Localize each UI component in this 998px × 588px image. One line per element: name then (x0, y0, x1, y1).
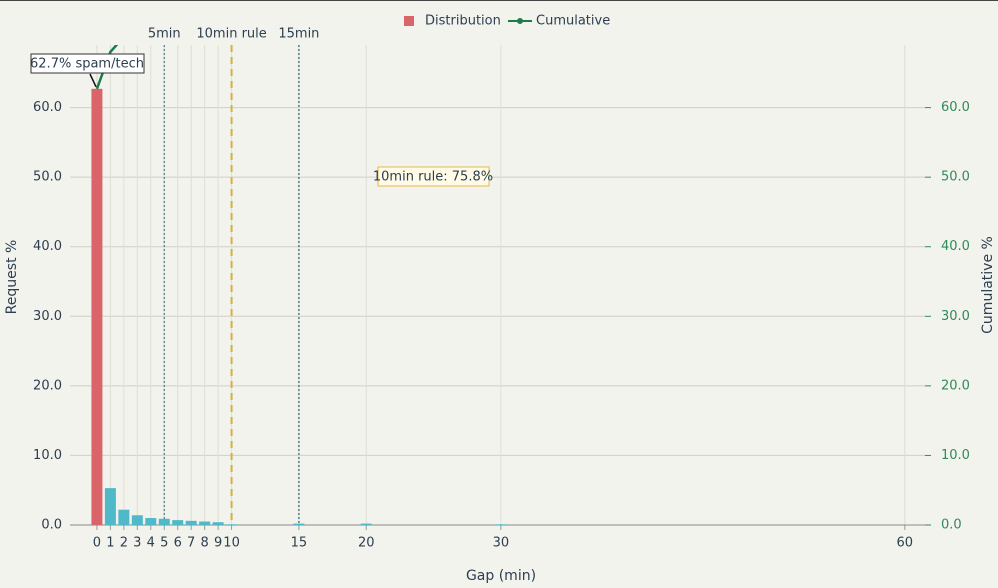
y-tick-label: 50.0 (33, 170, 62, 185)
x-axis-title: Gap (min) (466, 568, 536, 584)
x-tick-label: 2 (120, 536, 128, 551)
bar (226, 524, 238, 525)
annotation-text: 10min rule: 75.8% (373, 170, 493, 185)
bar (212, 522, 224, 525)
bar (145, 518, 157, 525)
bar (495, 524, 507, 525)
y-tick-label: 0.0 (41, 518, 62, 533)
reference-label: 15min (278, 27, 319, 42)
bar (172, 520, 184, 525)
y2-tick-label: 40.0 (941, 239, 970, 254)
bar (118, 509, 130, 525)
x-tick-label: 15 (291, 536, 308, 551)
x-tick-label: 1 (106, 536, 114, 551)
y-tick-label: 20.0 (33, 378, 62, 393)
legend-label: Cumulative (536, 14, 610, 29)
reference-label: 10min rule (196, 27, 266, 42)
x-tick-label: 20 (358, 536, 375, 551)
legend: Distribution Cumulative (404, 14, 610, 29)
plot-area (91, 45, 507, 525)
annotation: 10min rule: 75.8% (373, 166, 493, 187)
bar (91, 88, 103, 525)
y2-tick-label: 50.0 (941, 170, 970, 185)
bar (360, 523, 372, 525)
bar (158, 518, 170, 525)
y2-tick-label: 60.0 (941, 100, 970, 115)
annotation-box (30, 53, 145, 74)
x-tick-label: 4 (147, 536, 155, 551)
x-tick-label: 30 (493, 536, 510, 551)
y-tick-label: 40.0 (33, 239, 62, 254)
bar (293, 523, 305, 525)
x-tick-label: 7 (187, 536, 195, 551)
x-tick-label: 60 (897, 536, 914, 551)
x-tick-label: 0 (93, 536, 101, 551)
legend-marker (517, 18, 523, 24)
annotation-arrow (89, 73, 97, 88)
x-tick-label: 10 (223, 536, 240, 551)
y-tick-label: 30.0 (33, 309, 62, 324)
x-tick-label: 8 (201, 536, 209, 551)
bar (131, 515, 143, 525)
annotation: 62.7% spam/tech (30, 53, 145, 88)
annotation-box (377, 166, 490, 187)
y-tick-label: 60.0 (33, 100, 62, 115)
bar (199, 521, 211, 525)
y2-tick-label: 10.0 (941, 448, 970, 463)
y-axis-title: Request % (4, 240, 20, 315)
bar (104, 488, 116, 525)
annotation-text: 62.7% spam/tech (30, 57, 144, 72)
legend-swatch (404, 16, 414, 26)
y2-tick-label: 20.0 (941, 378, 970, 393)
reference-label: 5min (148, 27, 181, 42)
x-tick-label: 6 (174, 536, 182, 551)
y2-axis-title: Cumulative % (980, 236, 996, 334)
y2-tick-label: 30.0 (941, 309, 970, 324)
y-tick-label: 10.0 (33, 448, 62, 463)
bar (185, 520, 197, 525)
y2-tick-label: 0.0 (941, 518, 962, 533)
x-tick-label: 9 (214, 536, 222, 551)
legend-label: Distribution (425, 14, 501, 29)
x-tick-label: 3 (133, 536, 141, 551)
x-tick-label: 5 (160, 536, 168, 551)
